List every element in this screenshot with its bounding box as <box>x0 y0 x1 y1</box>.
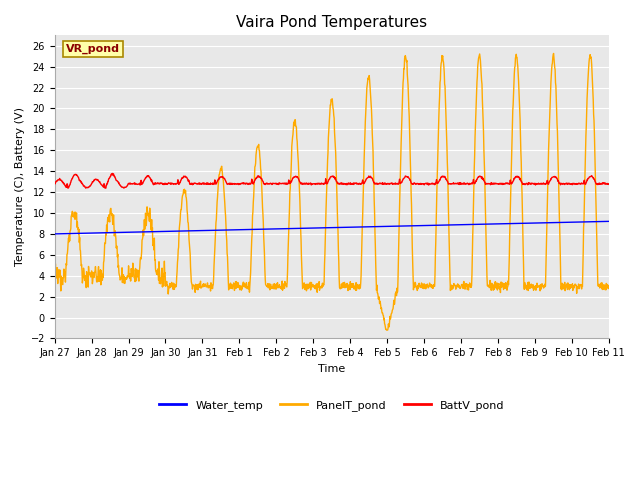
X-axis label: Time: Time <box>318 364 345 374</box>
Text: VR_pond: VR_pond <box>66 44 120 54</box>
Title: Vaira Pond Temperatures: Vaira Pond Temperatures <box>236 15 428 30</box>
Legend: Water_temp, PanelT_pond, BattV_pond: Water_temp, PanelT_pond, BattV_pond <box>154 396 509 415</box>
Y-axis label: Temperature (C), Battery (V): Temperature (C), Battery (V) <box>15 108 25 266</box>
